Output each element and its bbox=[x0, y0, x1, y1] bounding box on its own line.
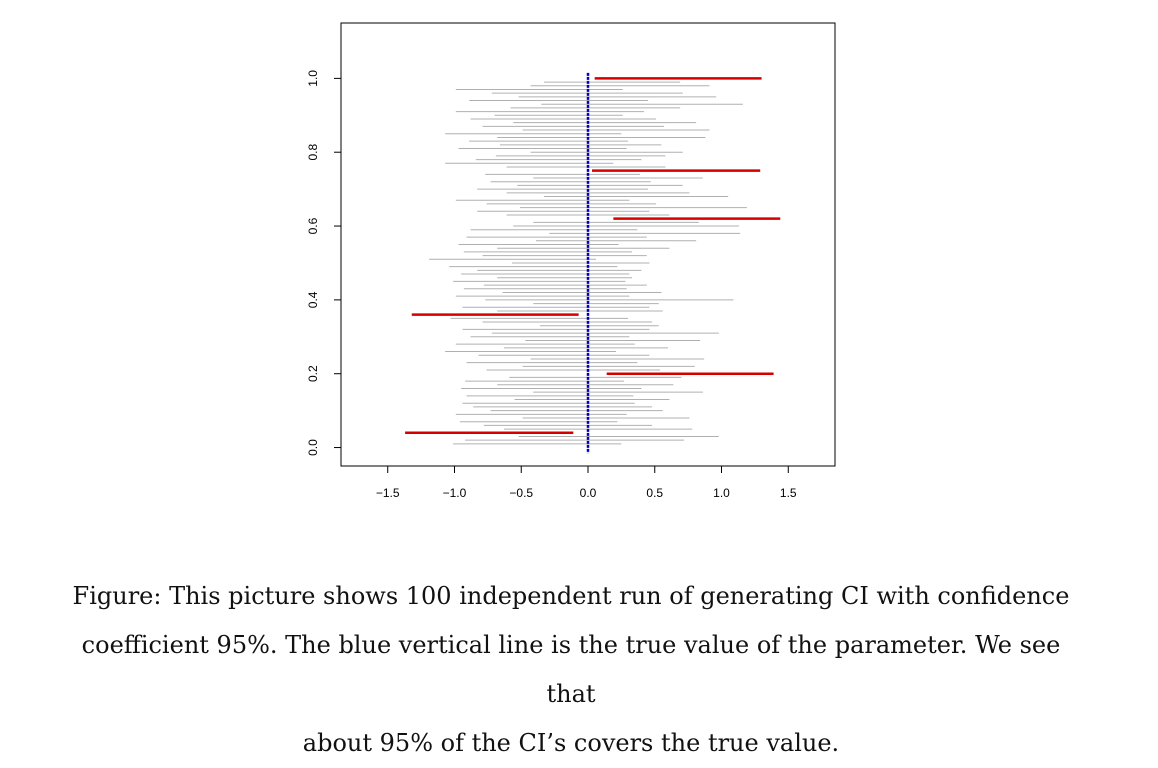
caption-line-2: coefficient 95%. The blue vertical line … bbox=[81, 631, 1061, 708]
x-tick-label: 1.5 bbox=[780, 486, 797, 500]
y-axis: 0.0 0.2 0.4 0.6 0.8 1.0 bbox=[306, 70, 342, 456]
x-tick-label: −0.5 bbox=[509, 486, 533, 500]
caption-line-1: Figure: This picture shows 100 independe… bbox=[72, 582, 1070, 610]
y-tick-label: 0.6 bbox=[306, 217, 320, 234]
x-tick-label: −1.5 bbox=[376, 486, 400, 500]
x-tick-label: −1.0 bbox=[443, 486, 467, 500]
y-tick-label: 0.0 bbox=[306, 439, 320, 456]
x-tick-label: 1.0 bbox=[713, 486, 730, 500]
x-axis: −1.5 −1.0 −0.5 0.0 0.5 1.0 1.5 bbox=[376, 465, 797, 500]
y-tick-label: 0.8 bbox=[306, 144, 320, 161]
ci-chart: −1.5 −1.0 −0.5 0.0 0.5 1.0 1.5 0.0 0.2 0.4 0.6 0.8… bbox=[306, 22, 836, 500]
caption-line-3: about 95% of the CI’s covers the true va… bbox=[302, 729, 840, 757]
x-tick-label: 0.0 bbox=[580, 486, 597, 500]
y-tick-label: 0.4 bbox=[306, 291, 320, 308]
figure-caption: Figure: This picture shows 100 independe… bbox=[60, 572, 1082, 768]
y-tick-label: 0.2 bbox=[306, 365, 320, 382]
figure: −1.5 −1.0 −0.5 0.0 0.5 1.0 1.5 0.0 0.2 0.4 0.6 0.8… bbox=[306, 22, 836, 500]
intervals-layer bbox=[405, 72, 781, 454]
y-tick-label: 1.0 bbox=[306, 70, 320, 87]
x-tick-label: 0.5 bbox=[646, 486, 663, 500]
